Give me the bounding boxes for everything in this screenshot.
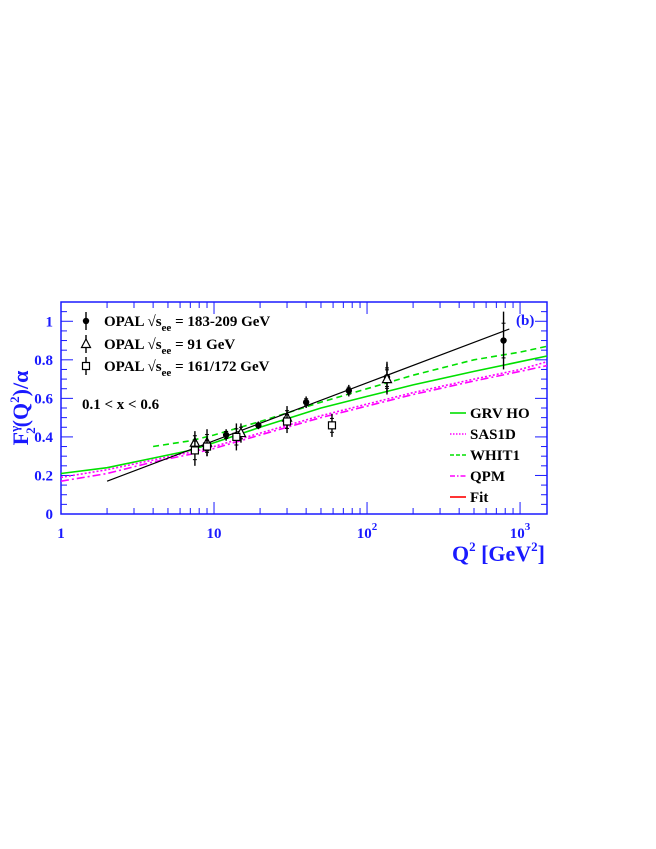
legend-marker [81,361,91,371]
panel-label: (b) [516,313,534,329]
data-point [190,446,200,455]
data-point [255,422,262,429]
curve-sas1d [60,360,548,479]
data-point [500,337,507,344]
x-tick-label: 102 [357,521,378,542]
curve-legend-label: SAS1D [470,427,516,443]
curve-legend-label: QPM [470,469,505,485]
legend-marker [80,337,92,349]
y-tick-label: 0.4 [34,430,53,446]
x-tick-label: 1 [57,526,65,542]
y-tick-label: 0.2 [34,468,53,484]
curve-legend-label: Fit [470,490,488,506]
data-legend-label: OPAL √see = 91 GeV [104,337,235,357]
curve-legend: GRV HO SAS1D WHIT1 QPM Fit [450,406,530,506]
x-range-annotation: 0.1 < x < 0.6 [82,397,160,413]
y-tick-label: 0.8 [34,353,53,369]
data-point [345,387,352,394]
x-axis-title: Q2 [GeV2] [452,539,545,566]
x-tick-label: 10 [207,526,222,542]
data-point [232,432,241,442]
data-legend: OPAL √see = 183-209 GeV OPAL √see = 91 Ge… [80,312,270,379]
data-point [381,372,393,384]
legend-marker [82,317,90,325]
data-legend-label: OPAL √see = 183-209 GeV [104,314,270,334]
data-legend-label: OPAL √see = 161/172 GeV [104,359,270,379]
data-point [282,417,292,426]
x-tick-label: 103 [510,521,531,542]
curve-legend-label: WHIT1 [470,448,520,464]
curve-qpm [60,364,548,482]
data-point [222,431,230,439]
curve-legend-label: GRV HO [470,406,530,422]
svg-text:Fγ2(Q2)/α: Fγ2(Q2)/α [7,370,38,445]
data-points [189,311,507,466]
y-tick-label: 0 [46,507,54,523]
data-point [327,421,337,430]
data-point [202,442,212,451]
y-tick-label: 1 [46,314,54,330]
curve-fit [106,328,510,482]
y-axis-title: Fγ2(Q2)/α [7,370,38,445]
axis-ticks: 0 0.2 0.4 0.6 0.8 1 1 10 102 103 [34,302,547,542]
y-tick-label: 0.6 [34,391,53,407]
data-point [302,399,310,406]
